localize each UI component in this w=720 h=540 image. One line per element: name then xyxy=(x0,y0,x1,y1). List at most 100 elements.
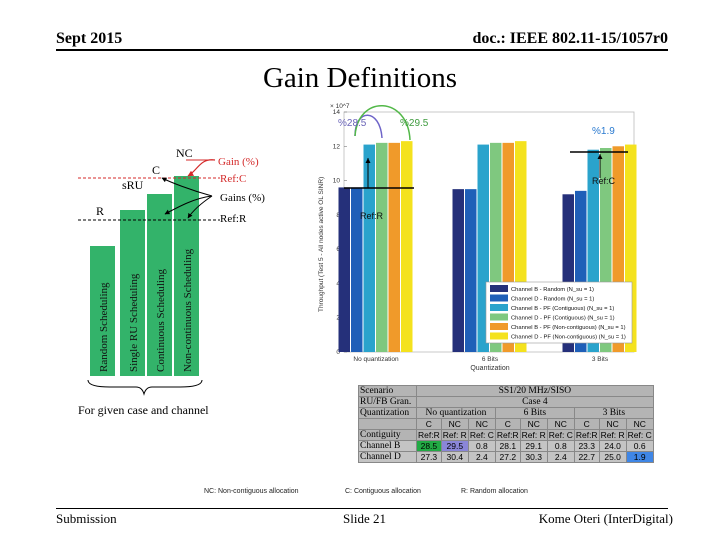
legend-swatch xyxy=(490,304,508,311)
x-tick-label: 3 Bits xyxy=(592,356,609,363)
table-cell: 30.3 xyxy=(519,451,548,463)
table-cell: Ref: R xyxy=(440,429,469,441)
note-r: R: Random allocation xyxy=(461,488,528,495)
table-row-channel-b: Channel B 28.5 29.5 0.8 28.1 29.1 0.8 23… xyxy=(358,440,654,452)
legend-entry: Channel B - PF (Non-contiguous) (N_su = … xyxy=(511,325,626,331)
chart-bar xyxy=(477,144,489,352)
table-cell: 0.8 xyxy=(546,440,575,452)
y-tick-label: 0 xyxy=(336,349,340,356)
footer-rule xyxy=(56,508,668,509)
gains-arrow-2 xyxy=(161,177,213,197)
chart-bar xyxy=(351,187,363,352)
annot-gain-nc: %29.5 xyxy=(400,118,429,129)
table-cell: Scenario xyxy=(358,385,417,397)
table-cell: NC xyxy=(440,418,469,430)
gains-arrow-3 xyxy=(187,195,213,219)
gain-diagram: Random Scheduling Single RU Scheduling Con… xyxy=(78,146,265,417)
table-cell: 0.6 xyxy=(625,440,654,452)
y-tick-label: 6 xyxy=(336,246,340,253)
label-sru: sRU xyxy=(122,178,144,192)
label-r: R xyxy=(96,204,104,218)
chart-bar xyxy=(502,142,514,352)
table-cell: 23.3 xyxy=(573,440,600,452)
table-cell: Ref: C xyxy=(625,429,654,441)
footer-slide-number: Slide 21 xyxy=(343,511,386,526)
chart-bar xyxy=(612,146,624,352)
gain-arc-nc xyxy=(354,105,411,141)
x-tick-label: 6 Bits xyxy=(482,356,499,363)
chart-bar xyxy=(515,141,527,352)
chart-bar xyxy=(452,189,464,352)
scheduling-bars: Random Scheduling Single RU Scheduling Con… xyxy=(90,176,199,376)
table-cell: C xyxy=(573,418,600,430)
y-tick-label: 8 xyxy=(336,212,340,219)
chart-bar xyxy=(338,187,350,352)
y-tick-label: 12 xyxy=(333,143,341,150)
table-cell: Ref: R xyxy=(598,429,627,441)
legend-swatch xyxy=(490,285,508,292)
table-cell: 1.9 xyxy=(625,451,654,463)
legend-box xyxy=(485,281,633,344)
legend-swatch xyxy=(490,294,508,302)
y-tick-label: 14 xyxy=(333,109,341,116)
table-cell: No quantization xyxy=(416,407,496,419)
chart-bar xyxy=(465,189,477,352)
y-exponent: × 10^7 xyxy=(330,103,350,110)
table-cell: Contiguity xyxy=(358,429,417,441)
chart-bar xyxy=(401,141,413,352)
chart-legend: Channel B - Random (N_su = 1) Channel D -… xyxy=(485,281,633,344)
table-cell: SS1/20 MHz/SISO xyxy=(416,385,654,397)
table-cell: 2.4 xyxy=(467,451,496,463)
table-cell: 24.0 xyxy=(598,440,627,452)
scheduling-bar-label: Random Scheduling xyxy=(98,282,110,372)
header-date: Sept 2015 xyxy=(56,30,123,47)
table-cell: 27.3 xyxy=(416,451,442,463)
table-cell: Ref: C xyxy=(546,429,575,441)
group-brace xyxy=(87,379,203,396)
chart-bar xyxy=(490,142,502,352)
y-tick-label: 10 xyxy=(333,178,341,185)
note-c: C: Contiguous allocation xyxy=(345,488,421,495)
table-cell: 3 Bits xyxy=(573,407,654,419)
table-row-scheme: C NC NC C NC NC C NC NC xyxy=(358,418,654,430)
header-rule xyxy=(56,49,668,51)
slide-title: Gain Definitions xyxy=(262,62,458,94)
legend-entry: Channel D - PF (Non-contiguous) (N_su = … xyxy=(511,335,626,341)
x-tick-label: No quantization xyxy=(353,356,399,363)
table-cell: Quantization xyxy=(358,407,417,419)
table-cell: NC xyxy=(467,418,496,430)
table-cell: 2.4 xyxy=(546,451,575,463)
annot-ref-r: Ref:R xyxy=(360,211,384,221)
legend-entry: Channel B - Random (N_su = 1) xyxy=(511,287,594,293)
results-table: Scenario SS1/20 MHz/SISO RU/FB Gran. Cas… xyxy=(358,385,654,463)
scheduling-bar-label: Continuous Scheduling xyxy=(155,269,167,372)
y-tick-label: 4 xyxy=(336,280,340,287)
table-cell: 0.8 xyxy=(467,440,496,452)
table-cell: Ref:R xyxy=(416,429,442,441)
chart-bar xyxy=(562,194,574,352)
table-cell: 22.7 xyxy=(573,451,600,463)
label-gain: Gain (%) xyxy=(218,156,259,168)
legend-entry: Channel D - Random (N_su = 1) xyxy=(511,297,594,303)
chart-bar xyxy=(587,149,599,352)
table-cell: Ref: R xyxy=(519,429,548,441)
table-cell: Channel D xyxy=(358,451,417,463)
table-row-granularity: RU/FB Gran. Case 4 xyxy=(358,396,654,408)
diagram-caption: For given case and channel xyxy=(78,403,209,417)
table-cell: 29.1 xyxy=(519,440,548,452)
table-cell: 6 Bits xyxy=(494,407,575,419)
table-cell: 30.4 xyxy=(440,451,469,463)
legend-entry: Channel B - PF (Contiguous) (N_su = 1) xyxy=(511,306,614,312)
gain-arrow-nc xyxy=(187,159,216,177)
chart-bar xyxy=(363,144,375,352)
x-axis-label: Quantization xyxy=(470,365,509,372)
table-cell: C xyxy=(494,418,521,430)
y-axis-label: Throughput (Test 5 - All nodes active OL… xyxy=(318,177,325,312)
y-tick-label: 2 xyxy=(336,315,340,322)
table-row-scenario: Scenario SS1/20 MHz/SISO xyxy=(358,385,654,397)
table-cell: 25.0 xyxy=(598,451,627,463)
table-cell: NC xyxy=(546,418,575,430)
scheduling-bar-label: Non-continuous Scheduling xyxy=(182,248,194,372)
note-nc: NC: Non-contiguous allocation xyxy=(204,488,299,495)
